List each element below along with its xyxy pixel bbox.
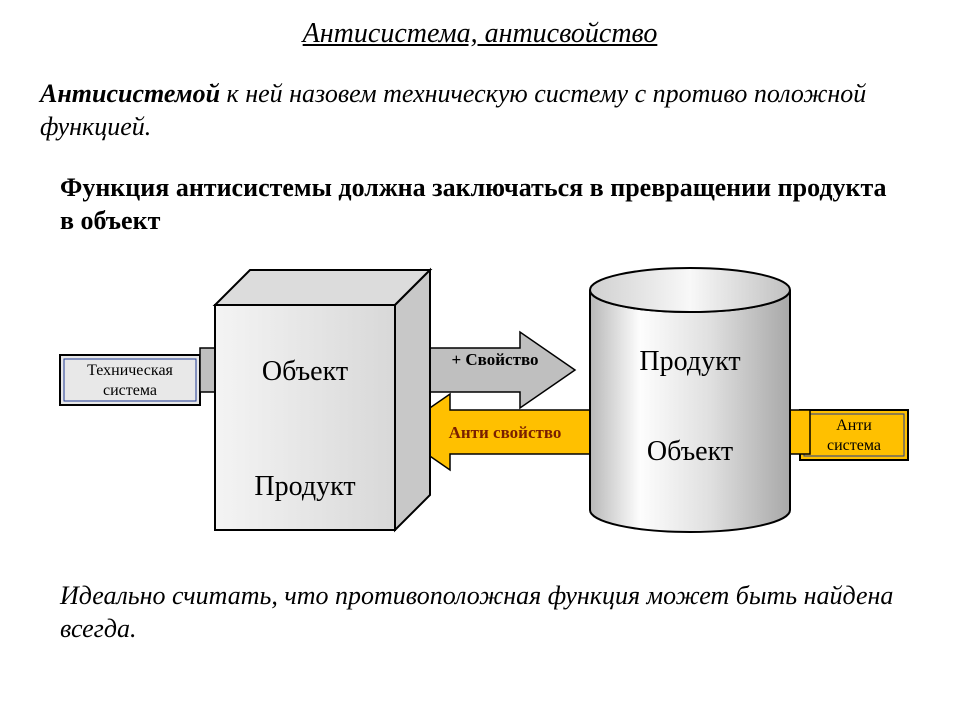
- cylinder-shape: Продукт Объект: [590, 268, 790, 532]
- paragraph-1: Антисистемой к ней назовем техническую с…: [40, 78, 900, 143]
- tech-system-label-1: Техническая: [87, 362, 173, 379]
- cylinder-top-label: Продукт: [639, 346, 740, 377]
- paragraph-3: Идеально считать, что противоположная фу…: [60, 580, 900, 645]
- paragraph-2: Функция антисистемы должна заключаться в…: [60, 172, 900, 237]
- page-title: Антисистема, антисвойство: [0, 18, 960, 50]
- anti-system-box: Анти система: [800, 410, 908, 460]
- tech-system-label-2: система: [103, 382, 157, 399]
- cube-top-label: Объект: [262, 356, 348, 387]
- anti-system-label-1: Анти: [836, 417, 872, 434]
- cube-bottom-label: Продукт: [254, 471, 355, 502]
- paragraph-1-bold: Антисистемой: [40, 79, 220, 108]
- cylinder-bottom-label: Объект: [647, 436, 733, 467]
- diagram: Техническая система Анти система Продукт…: [0, 260, 960, 560]
- cube-shape: Объект Продукт: [215, 270, 430, 530]
- anti-system-label-2: система: [827, 437, 881, 454]
- forward-arrow-label: + Свойство: [451, 350, 538, 369]
- back-arrow-label: Анти свойство: [449, 423, 562, 442]
- tech-system-box: Техническая система: [60, 355, 200, 405]
